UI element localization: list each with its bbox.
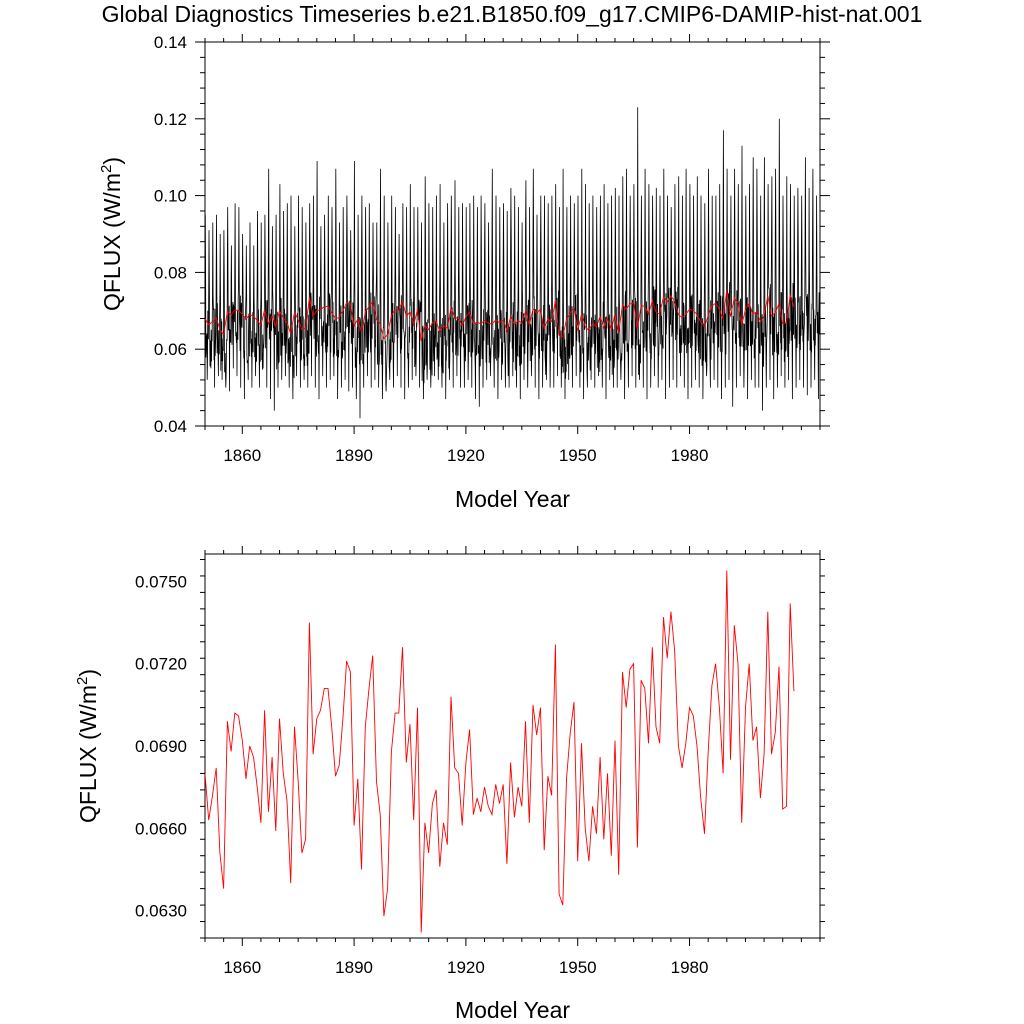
x-tick-label: 1980 <box>671 958 709 977</box>
annual-mean-line <box>205 570 795 933</box>
annual-mean-line <box>205 290 795 341</box>
x-axis-label: Model Year <box>455 486 570 512</box>
y-tick-label: 0.12 <box>154 110 187 129</box>
y-axis-label: QFLUX (W/m2) <box>74 669 101 823</box>
x-tick-label: 1920 <box>447 446 485 465</box>
y-tick-label: 0.14 <box>154 33 187 52</box>
chart-title: Global Diagnostics Timeseries b.e21.B185… <box>102 1 923 27</box>
y-tick-label: 0.10 <box>154 187 187 206</box>
x-tick-label: 1950 <box>559 446 597 465</box>
bottom-panel: 1860 1890 1920 1950 1980 0.0630 0.0660 0.0690 0.… <box>74 546 825 1023</box>
x-axis-label: Model Year <box>455 997 570 1023</box>
y-axis-label: QFLUX (W/m2) <box>98 157 125 311</box>
y-tick-label: 0.04 <box>154 417 187 436</box>
y-tick-label: 0.0690 <box>135 737 187 756</box>
y-tick-label: 0.0720 <box>135 655 187 674</box>
x-tick-label: 1860 <box>223 446 261 465</box>
top-panel: 1860 1890 1920 1950 1980 0.04 0.06 0.08 0.10 0.12… <box>98 33 830 512</box>
y-tick-label: 0.0630 <box>135 902 187 921</box>
y-tick-label: 0.0750 <box>135 572 187 591</box>
x-tick-label: 1860 <box>223 958 261 977</box>
y-tick-label: 0.08 <box>154 263 187 282</box>
y-tick-label: 0.0660 <box>135 819 187 838</box>
x-tick-label: 1980 <box>671 446 709 465</box>
x-tick-label: 1920 <box>447 958 485 977</box>
y-tick-label: 0.06 <box>154 340 187 359</box>
monthly-series-line <box>205 107 820 419</box>
plot-frame <box>204 553 821 939</box>
x-tick-label: 1890 <box>335 446 373 465</box>
x-tick-label: 1950 <box>559 958 597 977</box>
x-tick-label: 1890 <box>335 958 373 977</box>
